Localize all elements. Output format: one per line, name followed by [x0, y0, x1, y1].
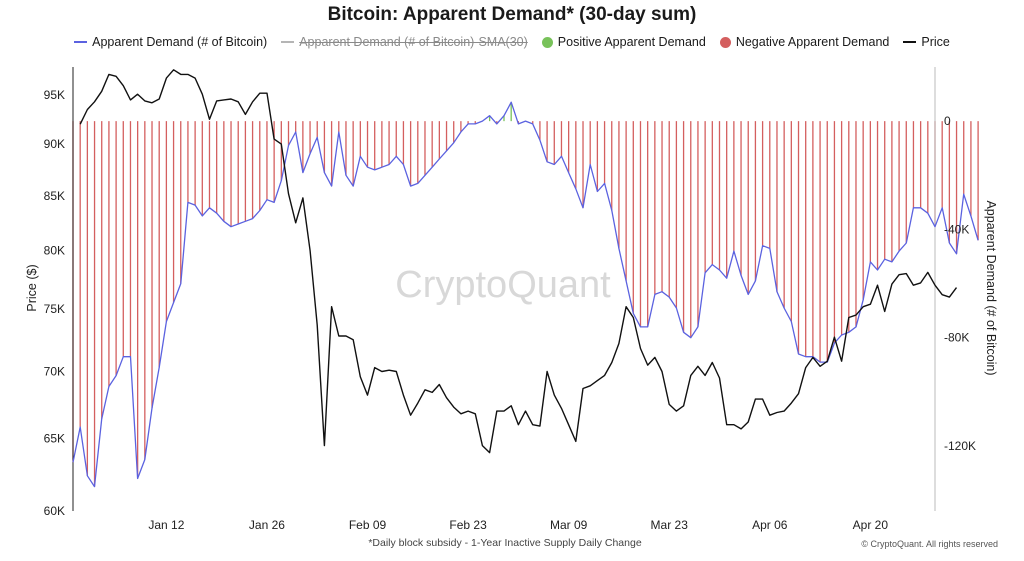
- legend-label-positive: Positive Apparent Demand: [557, 35, 706, 49]
- y-left-tick-label: 90K: [44, 137, 65, 151]
- x-tick-label: Feb 23: [449, 518, 487, 532]
- x-tick-label: Jan 26: [249, 518, 285, 532]
- copyright-text: © CryptoQuant. All rights reserved: [861, 539, 998, 549]
- x-tick-label: Feb 09: [349, 518, 387, 532]
- legend-swatch-sma: [281, 41, 295, 43]
- y-left-tick-label: 80K: [44, 244, 65, 258]
- x-tick-label: Apr 06: [752, 518, 788, 532]
- legend-swatch-positive: [541, 36, 553, 48]
- chart-footnote: *Daily block subsidy - 1-Year Inactive S…: [368, 537, 642, 549]
- y-left-tick-label: 75K: [44, 302, 65, 316]
- x-tick-label: Mar 23: [651, 518, 689, 532]
- legend-item-sma[interactable]: Apparent Demand (# of Bitcoin)-SMA(30): [281, 35, 528, 49]
- y-left-tick-label: 95K: [44, 88, 65, 102]
- y-right-tick-label: -80K: [944, 331, 969, 345]
- legend-label-demand: Apparent Demand (# of Bitcoin): [92, 35, 268, 49]
- legend-item-positive[interactable]: Positive Apparent Demand: [541, 35, 706, 49]
- x-tick-label: Apr 20: [853, 518, 889, 532]
- y-left-tick-label: 70K: [44, 364, 65, 378]
- chart-axes: [72, 67, 936, 511]
- chart-legend: Apparent Demand (# of Bitcoin) Apparent …: [0, 35, 1024, 49]
- legend-swatch-price: [903, 41, 917, 43]
- y-left-tick-label: 60K: [44, 504, 65, 518]
- legend-swatch-negative: [719, 36, 731, 48]
- y-left-tick-label: 65K: [44, 432, 65, 446]
- y-left-tick-label: 85K: [44, 189, 65, 203]
- price-line: [79, 69, 958, 454]
- x-tick-label: Mar 09: [550, 518, 588, 532]
- chart-title: Bitcoin: Apparent Demand* (30-day sum): [327, 4, 697, 25]
- legend-label-sma: Apparent Demand (# of Bitcoin)-SMA(30): [299, 35, 528, 49]
- legend-swatch-demand: [74, 41, 88, 43]
- y-right-tick-label: -120K: [944, 439, 976, 453]
- y-right-axis-title: Apparent Demand (# of Bitcoin): [984, 200, 998, 375]
- y-left-axis-title: Price ($): [25, 264, 39, 311]
- chart-ticks: 60K 65K 70K 75K 80K 85K 90K 95K 0 -40K -80K -120K Ja…: [44, 88, 976, 532]
- legend-item-negative[interactable]: Negative Apparent Demand: [719, 35, 890, 49]
- y-right-tick-label: -40K: [944, 222, 969, 236]
- legend-item-price[interactable]: Price: [903, 35, 950, 49]
- chart-lines: [72, 69, 979, 488]
- watermark: CryptoQuant: [395, 264, 611, 306]
- apparent-demand-line: [72, 101, 979, 488]
- x-tick-label: Jan 12: [148, 518, 184, 532]
- legend-item-demand[interactable]: Apparent Demand (# of Bitcoin): [74, 35, 267, 49]
- legend-label-negative: Negative Apparent Demand: [735, 35, 890, 49]
- y-right-tick-label: 0: [944, 114, 951, 128]
- legend-label-price: Price: [921, 35, 950, 49]
